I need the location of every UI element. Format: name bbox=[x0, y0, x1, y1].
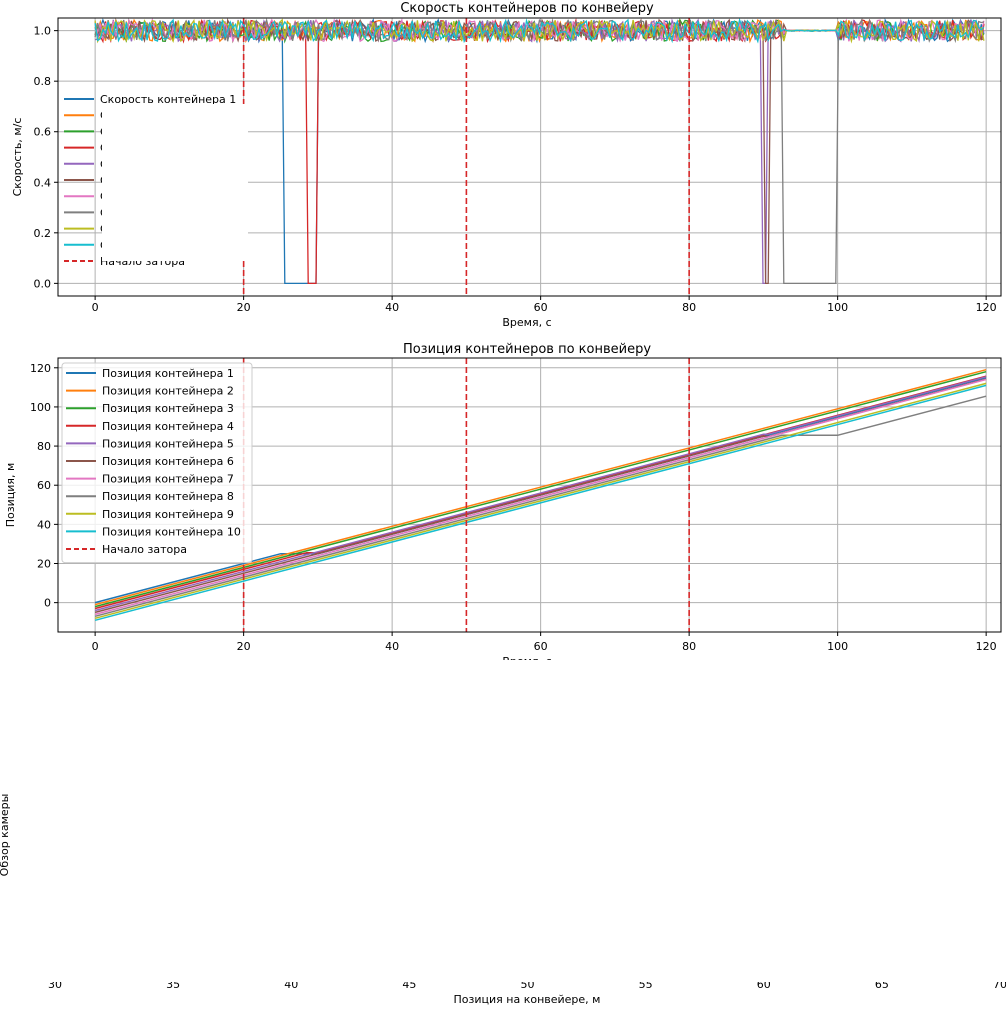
x-tick-label: 120 bbox=[976, 301, 997, 314]
position-series-line bbox=[94, 376, 987, 612]
crop-band-bottom bbox=[0, 972, 1006, 982]
x-tick-label: 0 bbox=[92, 640, 99, 653]
x-tick-label: 20 bbox=[237, 640, 251, 653]
legend-label: Позиция контейнера 4 bbox=[102, 420, 234, 433]
speed-plot-x-label: Время, с bbox=[502, 316, 551, 329]
x-tick-label: 100 bbox=[827, 301, 848, 314]
y-tick-label: 0.6 bbox=[34, 126, 52, 139]
speed-plot-y-ticks: 0.0 0.2 0.4 0.6 0.8 1.0 bbox=[34, 25, 58, 290]
legend-label: Позиция контейнера 6 bbox=[102, 455, 234, 468]
camera-plot-y-label: Обзор камеры bbox=[0, 794, 11, 877]
legend-label: Позиция контейнера 9 bbox=[102, 508, 234, 521]
y-tick-label: 120 bbox=[30, 362, 51, 375]
camera-plot-x-label: Позиция на конвейере, м bbox=[454, 993, 601, 1006]
legend-label: Позиция контейнера 1 bbox=[102, 367, 234, 380]
camera-plot: 30 35 40 45 50 55 60 65 70 Обзор камеры Позиция … bbox=[0, 794, 1006, 1006]
position-plot-jam-lines bbox=[242, 358, 690, 632]
x-tick-label: 40 bbox=[385, 301, 399, 314]
x-tick-label: 120 bbox=[976, 640, 997, 653]
speed-plot-frame bbox=[57, 17, 1002, 297]
y-tick-label: 0.2 bbox=[34, 227, 52, 240]
x-tick-label: 80 bbox=[682, 640, 696, 653]
y-tick-label: 20 bbox=[37, 558, 51, 571]
x-tick-label: 40 bbox=[385, 640, 399, 653]
legend-box bbox=[61, 362, 253, 564]
position-plot: Позиция контейнеров по конвейеру 0 20 40 60… bbox=[0, 342, 1006, 672]
y-tick-label: 0.0 bbox=[34, 277, 52, 290]
position-series-line bbox=[94, 384, 987, 622]
legend-label: Начало затора bbox=[102, 543, 187, 556]
speed-plot-y-label: Скорость, м/с bbox=[11, 118, 24, 197]
legend-label: Позиция контейнера 10 bbox=[102, 525, 241, 538]
legend-overlay bbox=[102, 104, 248, 261]
position-plot-title: Позиция контейнеров по конвейеру bbox=[403, 342, 651, 357]
x-tick-label: 100 bbox=[827, 640, 848, 653]
position-series-line bbox=[94, 395, 987, 618]
y-tick-label: 0.8 bbox=[34, 75, 52, 88]
x-tick-label: 80 bbox=[682, 301, 696, 314]
y-tick-label: 40 bbox=[37, 518, 51, 531]
y-tick-label: 80 bbox=[37, 440, 51, 453]
crop-band bbox=[0, 660, 1006, 672]
y-tick-label: 0 bbox=[44, 597, 51, 610]
speed-plot-jam-lines bbox=[242, 18, 690, 296]
speed-plot: Скорость контейнеров по конвейеру 0 20 40 6… bbox=[11, 1, 1002, 329]
position-plot-legend: Позиция контейнера 1 Позиция контейнера 2… bbox=[61, 362, 253, 564]
legend-label: Позиция контейнера 7 bbox=[102, 473, 234, 486]
x-tick-label: 0 bbox=[92, 301, 99, 314]
speed-series-line bbox=[94, 18, 985, 44]
speed-plot-legend: Скорость контейнера 1Скорость контейнера… bbox=[64, 93, 248, 268]
position-plot-frame bbox=[57, 357, 1002, 633]
position-plot-y-ticks: 0 20 40 60 80 100 120 bbox=[30, 362, 58, 610]
y-tick-label: 100 bbox=[30, 401, 51, 414]
legend-label: Скорость контейнера 1 bbox=[100, 93, 236, 106]
y-tick-label: 1.0 bbox=[34, 25, 52, 38]
legend-label: Позиция контейнера 5 bbox=[102, 437, 234, 450]
position-plot-x-ticks: 0 20 40 60 80 100 120 bbox=[92, 632, 997, 653]
legend-label: Позиция контейнера 8 bbox=[102, 490, 234, 503]
x-tick-label: 60 bbox=[534, 640, 548, 653]
position-plot-y-label: Позиция, м bbox=[4, 463, 17, 528]
y-tick-label: 60 bbox=[37, 479, 51, 492]
x-tick-label: 20 bbox=[237, 301, 251, 314]
x-tick-label: 60 bbox=[534, 301, 548, 314]
legend-label: Позиция контейнера 2 bbox=[102, 385, 234, 398]
legend-label: Позиция контейнера 3 bbox=[102, 402, 234, 415]
speed-plot-x-ticks: 0 20 40 60 80 100 120 bbox=[92, 296, 997, 314]
y-tick-label: 0.4 bbox=[34, 176, 52, 189]
speed-plot-title: Скорость контейнеров по конвейеру bbox=[400, 1, 654, 16]
